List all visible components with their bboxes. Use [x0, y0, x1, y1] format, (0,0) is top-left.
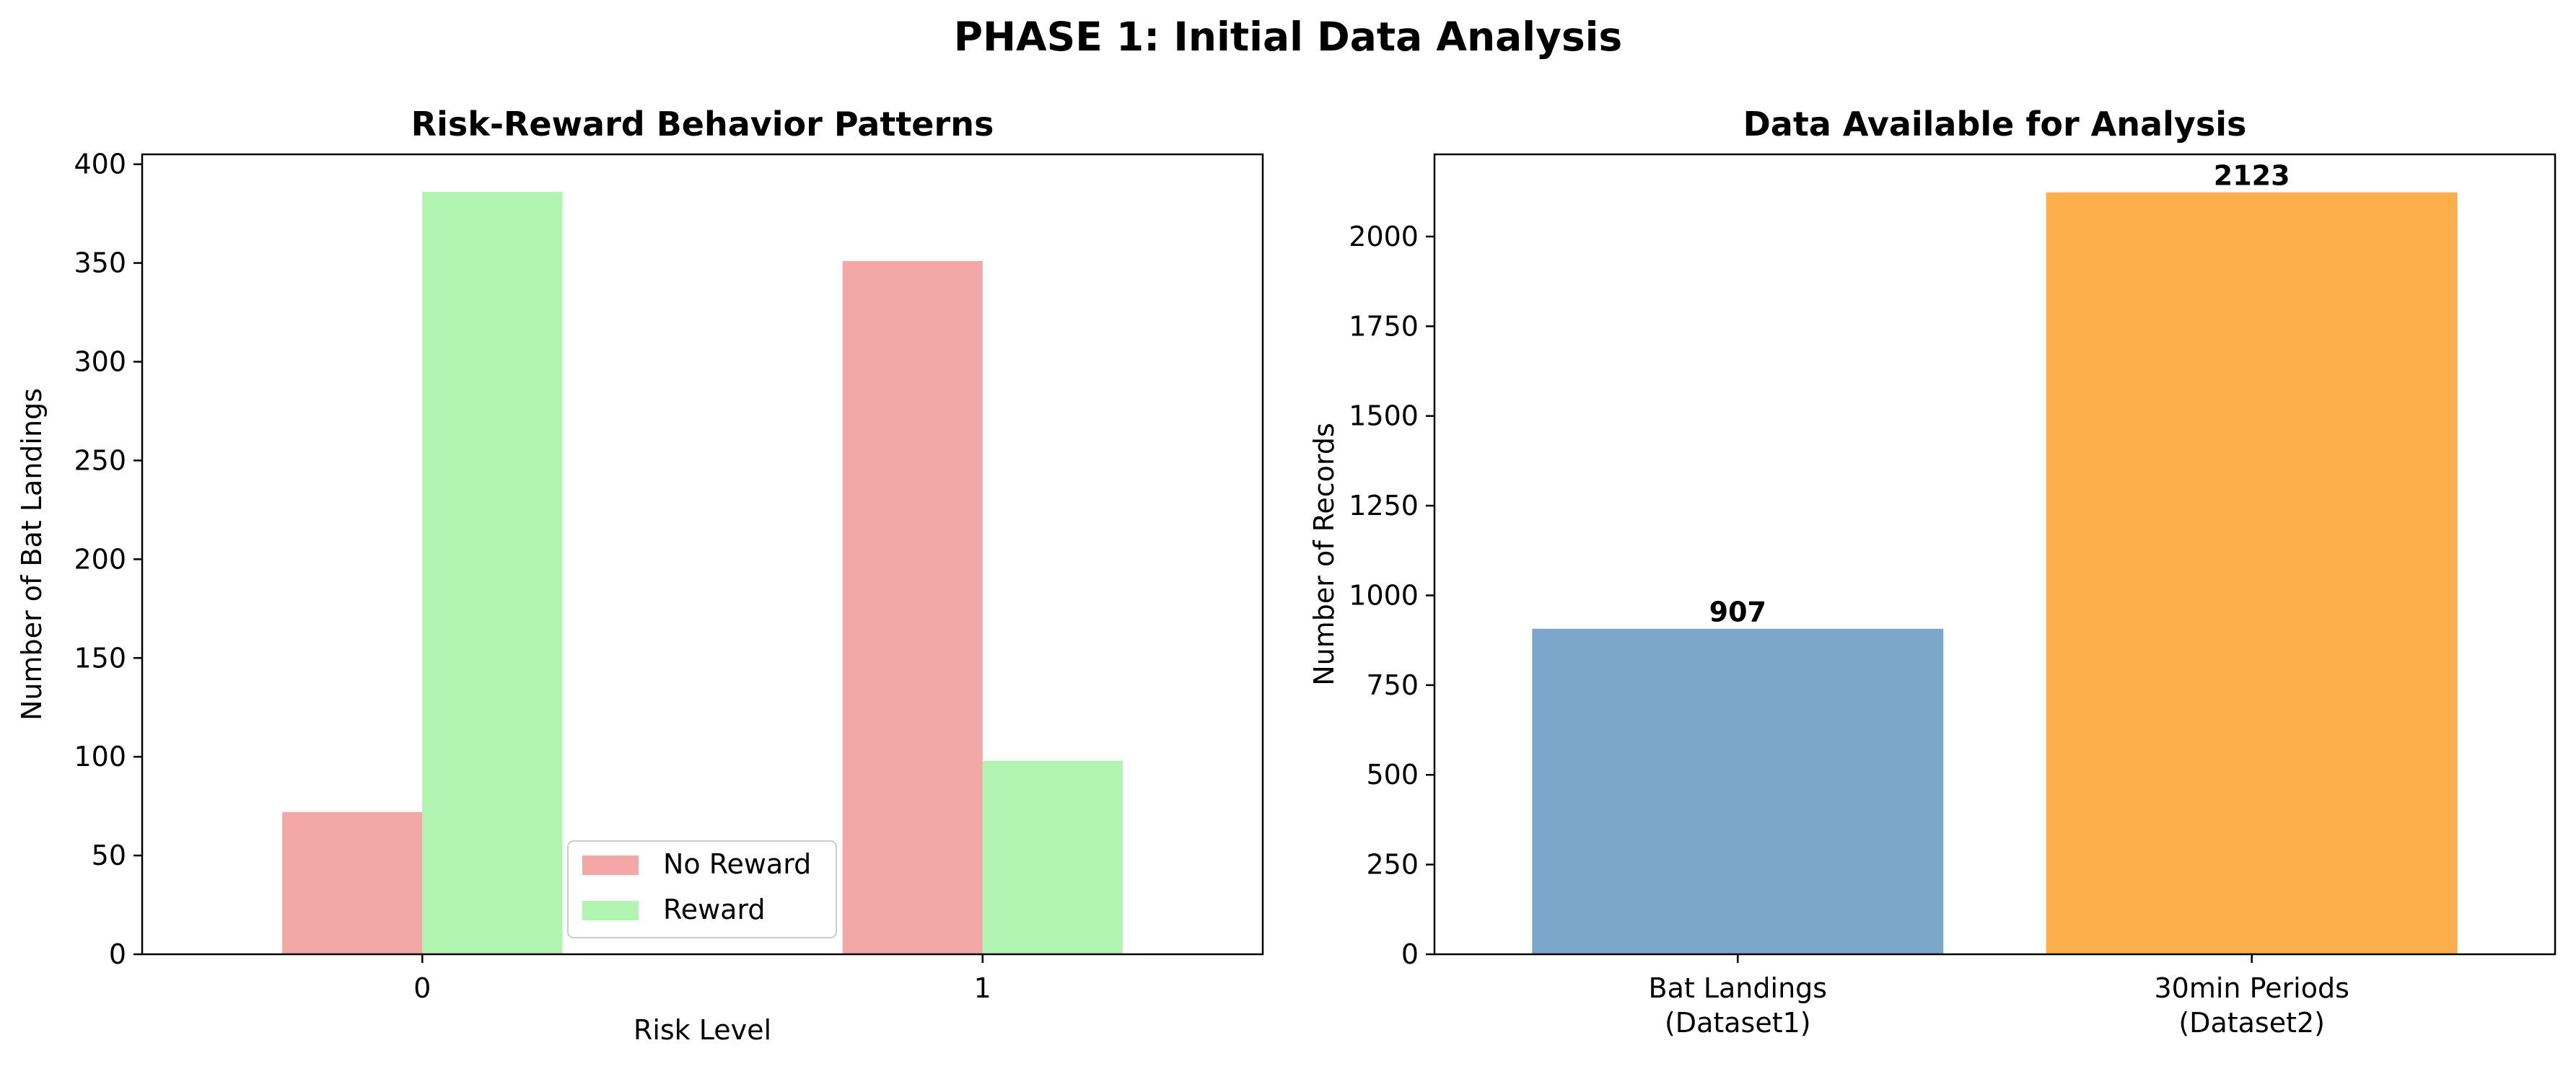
chart2-ytick-label: 1750: [1349, 310, 1419, 342]
chart1-ylabel: Number of Bat Landings: [16, 388, 48, 721]
chart-data-available: 0 250 500 750 1000 1250 1500 1750 2000 Data Avail…: [1308, 105, 2557, 1039]
chart2-xtick-label: Bat Landings (Dataset1): [1649, 972, 1828, 1039]
chart2-ytick-label: 0: [1401, 938, 1419, 970]
chart1-xlabel: Risk Level: [634, 1014, 771, 1046]
chart1-ytick-label: 200: [74, 543, 126, 575]
chart1-ytick-label: 350: [74, 247, 126, 279]
chart2-ylabel: Number of Records: [1308, 423, 1340, 686]
chart-risk-reward: 0 50 100 150 200 250 300 350 400 Risk-Reward Beha…: [16, 105, 1264, 1046]
chart2-title: Data Available for Analysis: [1743, 105, 2247, 144]
chart1-xtick-label: 1: [974, 972, 991, 1004]
chart2-ytick-label: 1250: [1349, 490, 1419, 521]
bar-no-reward-risk-0: [282, 811, 423, 954]
bar-no-reward-risk-1: [842, 260, 983, 954]
bar-30min-periods: [2046, 192, 2458, 955]
chart1-legend: No Reward Reward: [567, 840, 837, 938]
legend-label-reward: Reward: [663, 894, 766, 925]
chart2-ytick-label: 500: [1366, 759, 1419, 791]
chart1-ytick-label: 100: [74, 741, 126, 773]
chart2-ytick-label: 1000: [1349, 579, 1419, 611]
chart2-ytick-label: 750: [1366, 669, 1419, 701]
legend-label-no-reward: No Reward: [663, 848, 811, 880]
data-label-30min-periods: 2123: [2214, 160, 2290, 192]
chart1-frame: [141, 153, 1264, 956]
bar-bat-landings: [1532, 628, 1944, 954]
chart2-frame: [1433, 153, 2557, 956]
chart1-ytick-label: 150: [74, 642, 126, 674]
chart1-ytick-label: 0: [109, 938, 126, 970]
chart2-ytick-label: 2000: [1349, 221, 1419, 252]
chart1-ytick-label: 250: [74, 444, 126, 476]
legend-swatch-reward: [582, 901, 639, 920]
chart1-title: Risk-Reward Behavior Patterns: [411, 105, 994, 144]
figure-suptitle: PHASE 1: Initial Data Analysis: [954, 14, 1623, 60]
bar-reward-risk-1: [982, 760, 1123, 954]
chart2-xtick-label: 30min Periods (Dataset2): [2154, 972, 2349, 1039]
chart2-ytick-label: 1500: [1349, 400, 1419, 432]
legend-swatch-no-reward: [582, 855, 639, 875]
chart1-xtick-label: 0: [413, 972, 431, 1004]
chart2-ytick-label: 250: [1366, 849, 1419, 881]
data-label-bat-landings: 907: [1709, 597, 1766, 628]
chart1-ytick-label: 50: [92, 840, 126, 871]
chart1-ytick-label: 300: [74, 346, 126, 378]
bar-reward-risk-0: [422, 192, 563, 955]
chart1-ytick-label: 400: [74, 149, 126, 180]
